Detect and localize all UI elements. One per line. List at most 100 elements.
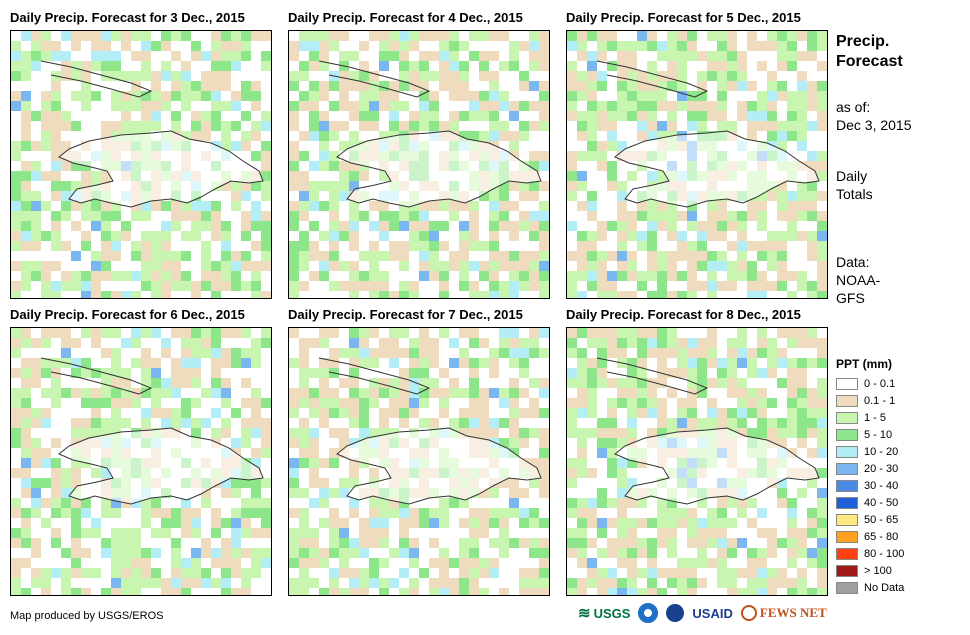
precip-cell bbox=[161, 291, 171, 298]
precip-cell bbox=[241, 558, 251, 568]
precip-cell bbox=[667, 241, 677, 251]
precip-cell bbox=[399, 378, 409, 388]
precip-cell bbox=[339, 558, 349, 568]
precip-cell bbox=[261, 498, 271, 508]
usaid-logo: USAID bbox=[692, 606, 732, 621]
precip-cell bbox=[241, 408, 251, 418]
precip-cell bbox=[21, 548, 31, 558]
precip-cell bbox=[807, 488, 817, 498]
precip-cell bbox=[469, 518, 479, 528]
precip-cell bbox=[211, 101, 221, 111]
precip-cell bbox=[71, 31, 81, 41]
precip-cell bbox=[539, 378, 549, 388]
precip-cell bbox=[409, 348, 419, 358]
precip-cell bbox=[251, 151, 261, 161]
precip-cell bbox=[51, 498, 61, 508]
precip-cell bbox=[231, 578, 241, 588]
precip-cell bbox=[777, 488, 787, 498]
precip-cell bbox=[339, 578, 349, 588]
precip-cell bbox=[657, 101, 667, 111]
precip-cell bbox=[677, 31, 687, 41]
precip-cell bbox=[359, 91, 369, 101]
precip-cell bbox=[647, 281, 657, 291]
precip-cell bbox=[191, 241, 201, 251]
precip-cell bbox=[211, 408, 221, 418]
precip-cell bbox=[41, 141, 51, 151]
precip-cell bbox=[587, 191, 597, 201]
precip-cell bbox=[289, 271, 299, 281]
precip-cell bbox=[71, 121, 81, 131]
precip-cell bbox=[309, 61, 319, 71]
precip-cell bbox=[767, 111, 777, 121]
precip-cell bbox=[319, 131, 329, 141]
precip-cell bbox=[71, 41, 81, 51]
precip-cell bbox=[717, 588, 727, 595]
precip-cell bbox=[587, 388, 597, 398]
precip-cell bbox=[519, 348, 529, 358]
precip-cell bbox=[519, 181, 529, 191]
precip-cell bbox=[647, 51, 657, 61]
precip-cell bbox=[231, 131, 241, 141]
precip-cell bbox=[101, 418, 111, 428]
precip-cell bbox=[71, 508, 81, 518]
precip-cell bbox=[757, 241, 767, 251]
precip-cell bbox=[509, 291, 519, 298]
precip-cell bbox=[489, 261, 499, 271]
precip-cell bbox=[299, 438, 309, 448]
precip-cell bbox=[449, 378, 459, 388]
precip-cell bbox=[71, 458, 81, 468]
precip-cell bbox=[529, 151, 539, 161]
precip-cell bbox=[21, 578, 31, 588]
precip-cell bbox=[41, 81, 51, 91]
precip-cell bbox=[91, 261, 101, 271]
precip-cell bbox=[151, 558, 161, 568]
precip-cell bbox=[459, 558, 469, 568]
precip-cell bbox=[329, 51, 339, 61]
precip-cell bbox=[11, 348, 21, 358]
precip-cell bbox=[171, 578, 181, 588]
precip-cell bbox=[657, 261, 667, 271]
precip-cell bbox=[797, 241, 807, 251]
precip-cell bbox=[41, 91, 51, 101]
precip-cell bbox=[459, 358, 469, 368]
precip-cell bbox=[797, 191, 807, 201]
precip-cell bbox=[111, 241, 121, 251]
precip-cell bbox=[667, 328, 677, 338]
precip-cell bbox=[191, 121, 201, 131]
precip-cell bbox=[657, 291, 667, 298]
precip-cell bbox=[11, 231, 21, 241]
precip-cell bbox=[121, 71, 131, 81]
precip-cell bbox=[597, 558, 607, 568]
precip-cell bbox=[161, 328, 171, 338]
precip-cell bbox=[577, 111, 587, 121]
precip-cell bbox=[499, 528, 509, 538]
precip-cell bbox=[299, 281, 309, 291]
precip-cell bbox=[181, 61, 191, 71]
precip-cell bbox=[231, 548, 241, 558]
precip-cell bbox=[747, 211, 757, 221]
precip-cell bbox=[807, 348, 817, 358]
precip-cell bbox=[717, 538, 727, 548]
precip-cell bbox=[419, 378, 429, 388]
precip-cell bbox=[31, 418, 41, 428]
precip-cell bbox=[221, 438, 231, 448]
precip-cell bbox=[747, 358, 757, 368]
precip-cell bbox=[151, 231, 161, 241]
precip-cell bbox=[459, 378, 469, 388]
precip-cell bbox=[329, 171, 339, 181]
precip-cell bbox=[211, 211, 221, 221]
precip-cell bbox=[51, 418, 61, 428]
legend-swatch bbox=[836, 564, 858, 577]
precip-cell bbox=[577, 578, 587, 588]
precip-cell bbox=[61, 348, 71, 358]
precip-cell bbox=[389, 348, 399, 358]
precip-cell bbox=[71, 111, 81, 121]
precip-cell bbox=[697, 281, 707, 291]
precip-cell bbox=[319, 358, 329, 368]
precip-cell bbox=[439, 111, 449, 121]
precip-cell bbox=[359, 418, 369, 428]
precip-cell bbox=[121, 408, 131, 418]
precip-cell bbox=[51, 478, 61, 488]
precip-cell bbox=[647, 398, 657, 408]
precip-cell bbox=[489, 398, 499, 408]
